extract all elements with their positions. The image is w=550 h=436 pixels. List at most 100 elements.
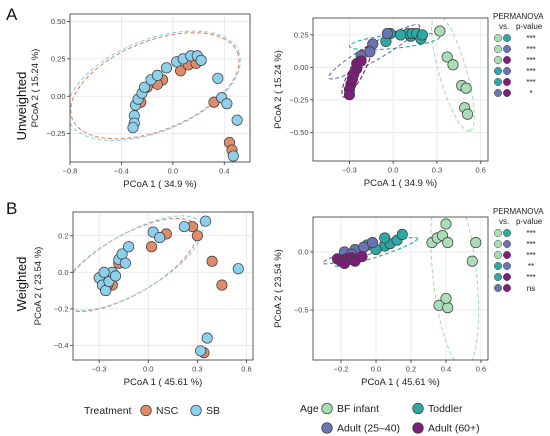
legend-age-title: Age xyxy=(300,403,319,415)
ellipse-bf-infant xyxy=(431,18,475,132)
x-tick-label: 0.4 xyxy=(441,365,451,374)
x-tick-label: −0.3 xyxy=(92,365,107,374)
plot-unweighted-treatment: −0.8 −0.4 0.0 0.4 −0.25 0.00 0.25 0.50 PCoA 1 ( … xyxy=(30,13,251,190)
permanova-group-a-adult-25-40 xyxy=(494,284,502,292)
plot-frame xyxy=(312,17,489,162)
row-label-weighted: Weighted xyxy=(14,257,29,312)
point-bf-infant xyxy=(441,51,453,63)
legend-swatch-sb xyxy=(190,404,202,417)
ellipse-bf-infant xyxy=(430,217,480,360)
point-toddler xyxy=(394,29,407,41)
x-axis-title: PCoA 1 ( 45.61 %) xyxy=(361,377,440,388)
x-tick-label: 0.0 xyxy=(371,365,381,374)
point-bf-infant xyxy=(462,108,474,120)
point-sb xyxy=(160,62,172,74)
plot-frame xyxy=(69,13,251,163)
permanova-group-a-bf-infant xyxy=(494,34,502,42)
legend-swatch-toddler xyxy=(412,402,424,415)
point-toddler xyxy=(416,29,428,41)
plot-area xyxy=(328,18,475,132)
x-tick-label: 0.2 xyxy=(406,365,416,374)
legend-swatch-adult-25-40 xyxy=(321,422,333,434)
legend-label-bf-infant: BF infant xyxy=(337,403,379,415)
permanova-pvalue: *** xyxy=(526,229,535,238)
legend-swatch-bf-infant xyxy=(321,402,333,415)
permanova-pvalue: *** xyxy=(526,67,535,76)
x-tick-label: 0.6 xyxy=(241,365,251,374)
y-tick-label: 0.25 xyxy=(294,31,309,40)
point-sb xyxy=(231,114,243,126)
point-adult-60 xyxy=(338,257,351,270)
y-tick-label: 0.2 xyxy=(58,231,68,240)
legend-treatment: Treatment NSC SB xyxy=(84,404,220,417)
y-tick-label: 0.00 xyxy=(51,92,66,101)
point-sb xyxy=(119,257,131,269)
permanova-group-b-adult-60 xyxy=(503,78,511,86)
point-sb xyxy=(232,263,244,275)
point-sb xyxy=(178,221,190,233)
point-sb xyxy=(221,98,233,110)
point-sb xyxy=(212,72,224,84)
point-nsc xyxy=(206,255,218,267)
plot-frame xyxy=(72,211,254,361)
plot-unweighted-age: −0.3 0.0 0.3 0.6 −0.50 −0.25 0.00 0.25 PCoA 1 ( … xyxy=(273,17,489,189)
y-tick-label: −0.4 xyxy=(54,341,69,350)
point-nsc xyxy=(145,241,158,253)
permanova-group-b-toddler xyxy=(503,34,511,42)
x-tick-label: −0.8 xyxy=(63,167,78,176)
legend-treatment-title: Treatment xyxy=(84,405,132,417)
plot-area xyxy=(73,215,244,359)
point-bf-infant xyxy=(470,237,482,249)
permanova-group-b-adult-60 xyxy=(503,273,511,281)
permanova-group-a-bf-infant xyxy=(494,229,502,237)
plot-weighted-treatment: −0.3 0.0 0.3 0.6 −0.4 −0.2 0.0 0.2 PCoA 1 ( 45.6… xyxy=(33,211,254,388)
point-nsc xyxy=(191,230,203,242)
point-bf-infant xyxy=(460,82,472,94)
point-adult-60 xyxy=(343,89,356,101)
permanova-title: PERMANOVA xyxy=(493,12,544,21)
x-axis-title: PCoA 1 ( 34.9 %) xyxy=(123,179,196,190)
permanova-col-vs: vs. xyxy=(499,22,509,31)
y-tick-label: −0.5 xyxy=(294,306,309,315)
point-sb xyxy=(98,266,110,278)
permanova-pvalue: *** xyxy=(526,56,535,65)
permanova-group-b-adult-25-40 xyxy=(503,240,511,248)
permanova-group-b-adult-60 xyxy=(503,284,511,292)
y-tick-label: −0.25 xyxy=(47,129,66,138)
x-tick-label: 0.6 xyxy=(475,166,485,175)
plot-area xyxy=(322,217,482,360)
x-tick-label: −0.3 xyxy=(342,166,357,175)
y-tick-label: 0.25 xyxy=(51,54,66,63)
permanova-pvalue: *** xyxy=(526,273,535,282)
point-sb xyxy=(195,345,207,357)
permanova-pvalue: *** xyxy=(526,45,535,54)
permanova-group-b-adult-25-40 xyxy=(503,67,511,75)
permanova-pvalue: ** xyxy=(528,262,534,271)
y-tick-label: 0.00 xyxy=(294,63,309,72)
x-tick-label: 0.3 xyxy=(432,166,442,175)
x-axis-title: PCoA 1 ( 34.9 %) xyxy=(364,178,437,189)
y-axis-title: PCoA 2 ( 15.24 %) xyxy=(30,49,41,128)
permanova-group-a-adult-25-40 xyxy=(494,89,502,97)
point-sb xyxy=(151,69,163,81)
row-label-unweighted: Unweighted xyxy=(14,72,29,141)
point-sb xyxy=(154,232,166,244)
point-sb xyxy=(195,54,207,66)
x-tick-label: 0.4 xyxy=(219,167,229,176)
x-tick-label: 0.0 xyxy=(168,167,178,176)
point-sb xyxy=(127,122,139,134)
ellipse-sb xyxy=(70,30,241,142)
permanova-pvalue: *** xyxy=(526,240,535,249)
legend-age: Age BF infant Toddler Adult (25–40) Adul… xyxy=(300,402,480,435)
legend-label-adult-25-40: Adult (25–40) xyxy=(337,423,400,435)
point-bf-infant xyxy=(466,255,478,267)
y-axis-title: PCoA 2 ( 23.54 %) xyxy=(273,249,284,328)
point-adult-25-40 xyxy=(366,237,379,249)
permanova-group-a-toddler xyxy=(494,262,502,270)
x-tick-label: 0.6 xyxy=(476,365,486,374)
y-tick-label: 0.0 xyxy=(298,247,308,256)
point-sb xyxy=(109,270,122,282)
y-axis-title: PCoA 2 ( 23.54 %) xyxy=(33,247,44,326)
